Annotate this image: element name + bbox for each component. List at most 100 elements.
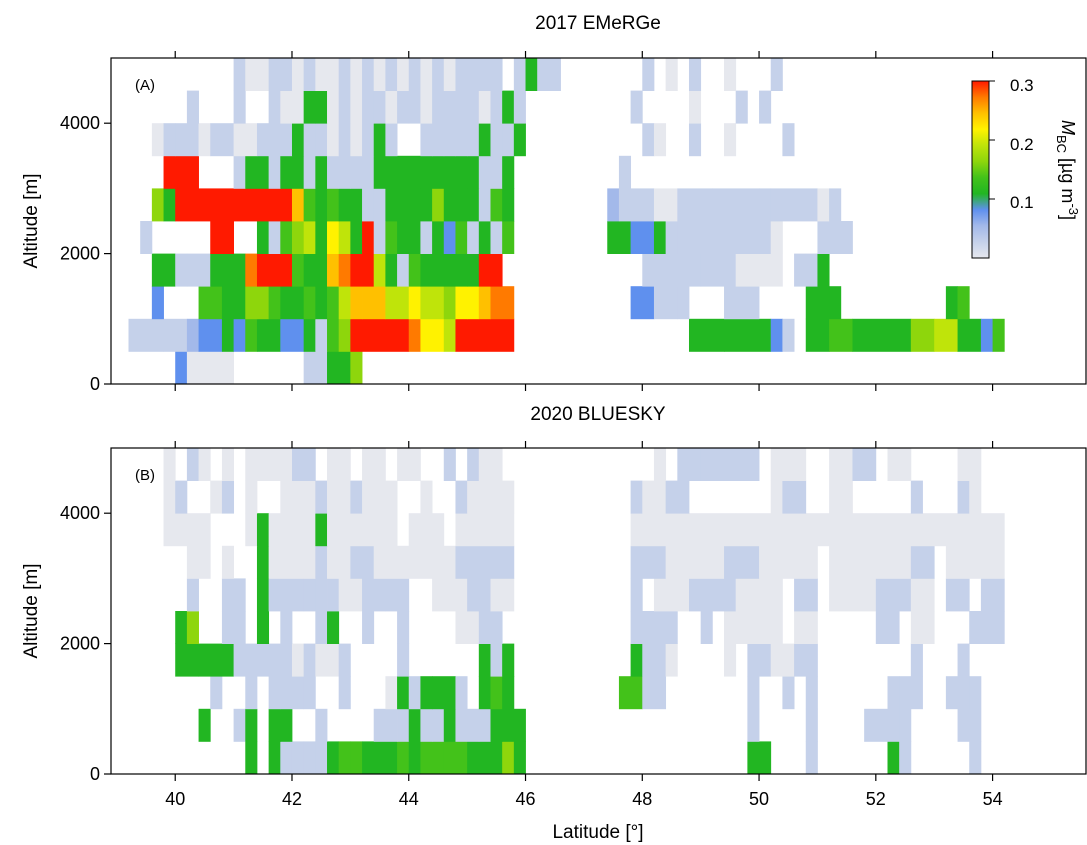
heatmap-cell-p0-r2-s27	[957, 286, 970, 320]
heatmap-cell-p1-r5-s6	[315, 578, 328, 612]
y-tick-label-p1-0: 0	[90, 764, 100, 784]
heatmap-cell-p1-r5-s10	[385, 578, 410, 612]
heatmap-cell-p1-r0-s8	[350, 741, 363, 775]
heatmap-cell-p1-r0-s25	[969, 741, 982, 775]
heatmap-cell-p0-r6-s13	[397, 155, 421, 189]
heatmap-cell-p1-r9-s10	[467, 448, 480, 481]
heatmap-cell-p0-r3-s5	[245, 253, 258, 287]
heatmap-cell-p1-r9-s5	[291, 448, 316, 481]
heatmap-cell-p0-r3-s11	[338, 253, 351, 287]
heatmap-cell-p1-r3-s0	[175, 643, 199, 677]
heatmap-cell-p0-r5-s26	[817, 188, 830, 222]
heatmap-cell-p0-r2-s24	[724, 286, 760, 320]
heatmap-cell-p1-r2-s3	[280, 676, 305, 710]
heatmap-cell-p1-r1-s6	[373, 708, 398, 742]
colorbar-label-main: M	[1058, 120, 1078, 135]
heatmap-cell-p0-r0-s0	[175, 351, 188, 385]
heatmap-cell-p0-r1-s20	[770, 318, 783, 352]
panel-b-ticks: 40 42 44 46 48 50 52 54 0 2000 4000	[60, 441, 1003, 809]
heatmap-cell-p0-r6-s19	[618, 155, 632, 189]
heatmap-cell-p1-r0-s10	[373, 741, 386, 775]
heatmap-cell-p0-r4-s31	[817, 221, 853, 254]
heatmap-cell-p0-r2-s6	[280, 286, 305, 320]
panel-a-frame	[110, 57, 1087, 385]
heatmap-cell-p1-r4-s6	[315, 611, 328, 644]
heatmap-cell-p0-r4-s15	[420, 221, 433, 254]
heatmap-cell-p1-r9-s19	[887, 448, 912, 481]
heatmap-cell-p0-r5-s16	[478, 188, 491, 222]
heatmap-cell-p0-r2-s20	[490, 286, 515, 320]
heatmap-cell-p1-r8-s4	[245, 480, 258, 514]
panel-a-y-label: Altitude [m]	[21, 173, 42, 268]
heatmap-cell-p0-r1-s1	[163, 318, 188, 352]
heatmap-cell-p0-r7-s20	[455, 123, 468, 157]
heatmap-cell-p0-r4-s5	[291, 221, 305, 254]
y-tick-label-p1-4000: 4000	[60, 503, 100, 523]
heatmap-cell-p1-r1-s11	[443, 708, 456, 742]
heatmap-cell-p0-r3-s24	[700, 253, 737, 287]
heatmap-cell-p1-r4-s1	[186, 611, 199, 644]
heatmap-cell-p0-r9-s6	[338, 58, 351, 91]
heatmap-cell-p0-r9-s13	[420, 58, 433, 91]
heatmap-cell-p0-r9-s26	[770, 58, 783, 91]
heatmap-cell-p1-r0-s5	[315, 741, 328, 775]
heatmap-cell-p0-r4-s25	[653, 221, 667, 254]
heatmap-cell-p1-r7-s9	[677, 513, 737, 547]
heatmap-cell-p0-r4-s10	[350, 221, 363, 254]
heatmap-cell-p0-r1-s10	[315, 318, 328, 352]
heatmap-cell-p0-r7-s7	[268, 123, 293, 157]
heatmap-cell-p0-r4-s12	[373, 221, 386, 254]
heatmap-cell-p0-r3-s20	[478, 253, 491, 287]
panel-b-y-label: Altitude [m]	[21, 563, 42, 658]
heatmap-cell-p0-r8-s0	[186, 90, 199, 124]
heatmap-cell-p0-r7-s2	[175, 123, 199, 157]
heatmap-cell-p0-r1-s25	[910, 318, 935, 352]
heatmap-cell-p1-r6-s4	[315, 545, 328, 579]
heatmap-cell-p1-r8-s21	[969, 480, 982, 514]
heatmap-cell-p0-r4-s20	[478, 221, 491, 254]
heatmap-cell-p0-r2-s4	[256, 286, 270, 320]
heatmap-cell-p0-r8-s21	[502, 90, 515, 124]
heatmap-cell-p0-r2-s26	[945, 286, 958, 320]
heatmap-cell-p0-r8-s6	[327, 90, 340, 124]
heatmap-cell-p1-r5-s13	[490, 578, 515, 612]
y-tick-label-p0-4000: 4000	[60, 113, 100, 133]
heatmap-cell-p1-r1-s20	[957, 708, 982, 742]
heatmap-cell-p0-r4-s1	[210, 221, 234, 254]
heatmap-cell-p0-r7-s23	[490, 123, 503, 157]
x-tick-label-46: 46	[516, 789, 536, 809]
heatmap-cell-p0-r9-s4	[303, 58, 316, 91]
heatmap-cell-p0-r4-s7	[315, 221, 328, 254]
heatmap-cell-p0-r5-s11	[385, 188, 398, 222]
heatmap-cell-p1-r8-s6	[315, 480, 328, 514]
heatmap-cell-p1-r2-s24	[969, 676, 982, 710]
heatmap-cell-p1-r5-s9	[362, 578, 386, 612]
heatmap-cell-p1-r6-s15	[910, 545, 935, 579]
heatmap-cell-p0-r0-s1	[186, 351, 235, 385]
heatmap-cell-p0-r7-s26	[642, 123, 655, 157]
heatmap-cell-p1-r6-s14	[829, 545, 912, 579]
heatmap-cell-p1-r0-s12	[397, 741, 410, 775]
heatmap-cell-p0-r3-s18	[443, 253, 468, 287]
heatmap-cell-p0-r4-s16	[432, 221, 445, 254]
heatmap-cell-p0-r9-s14	[432, 58, 445, 91]
heatmap-cell-p0-r2-s17	[455, 286, 468, 320]
heatmap-cell-p0-r9-s0	[233, 58, 246, 91]
heatmap-cell-p1-r3-s4	[268, 643, 293, 677]
y-tick-label-p0-2000: 2000	[60, 244, 100, 264]
heatmap-cell-p1-r4-s16	[724, 611, 783, 644]
heatmap-cell-p0-r3-s14	[385, 253, 398, 287]
heatmap-cell-p0-r6-s15	[443, 155, 468, 189]
heatmap-cell-p1-r3-s7	[315, 643, 340, 677]
heatmap-cell-p0-r7-s15	[373, 123, 386, 157]
heatmap-cell-p0-r4-s8	[327, 221, 340, 254]
heatmap-cell-p0-r2-s2	[221, 286, 246, 320]
heatmap-cell-p0-r5-s13	[432, 188, 445, 222]
heatmap-cell-p1-r4-s11	[478, 611, 503, 644]
heatmap-cell-p1-r3-s17	[747, 643, 772, 677]
heatmap-cell-p1-r7-s3	[268, 513, 316, 547]
heatmap-cell-p1-r5-s1	[221, 578, 235, 612]
heatmap-cell-p0-r5-s25	[770, 188, 818, 222]
heatmap-cell-p1-r1-s9	[420, 708, 433, 742]
heatmap-cell-p0-r1-s15	[420, 318, 445, 352]
